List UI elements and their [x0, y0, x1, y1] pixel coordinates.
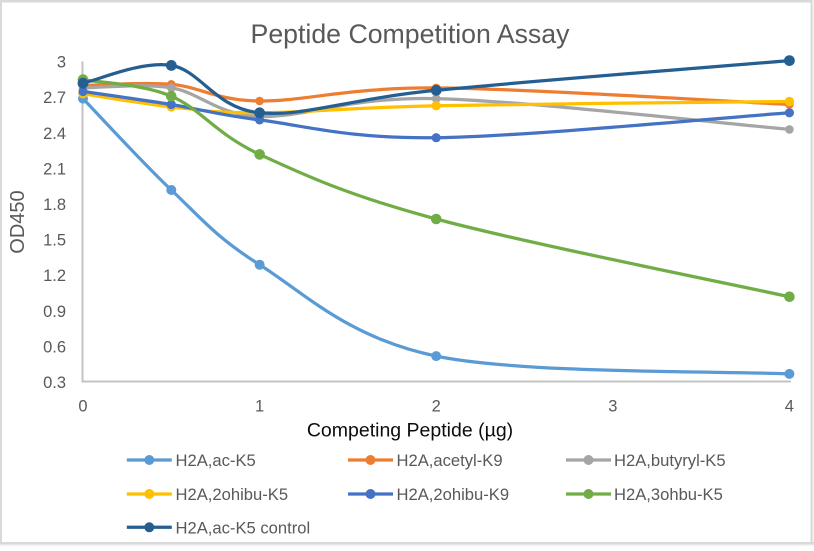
svg-text:H2A,ac-K5: H2A,ac-K5 — [176, 451, 256, 470]
svg-text:H2A,ac-K5 control: H2A,ac-K5 control — [176, 518, 311, 537]
svg-text:2.1: 2.1 — [43, 160, 66, 178]
svg-text:H2A,3ohbu-K5: H2A,3ohbu-K5 — [614, 485, 723, 504]
svg-text:2: 2 — [432, 398, 441, 416]
svg-text:3: 3 — [608, 398, 617, 416]
svg-text:4: 4 — [785, 398, 794, 416]
svg-text:H2A,butyryl-K5: H2A,butyryl-K5 — [614, 451, 726, 470]
svg-text:1.8: 1.8 — [43, 196, 66, 214]
svg-text:0.3: 0.3 — [43, 374, 66, 392]
svg-text:2.7: 2.7 — [43, 89, 66, 107]
svg-text:3: 3 — [57, 54, 66, 72]
svg-text:Peptide Competition Assay: Peptide Competition Assay — [251, 19, 571, 49]
svg-text:H2A,2ohibu-K5: H2A,2ohibu-K5 — [176, 485, 289, 504]
svg-text:Competing Peptide (µg): Competing Peptide (µg) — [307, 420, 513, 442]
svg-text:0.6: 0.6 — [43, 338, 66, 356]
svg-text:0: 0 — [78, 398, 87, 416]
svg-text:1.5: 1.5 — [43, 232, 66, 250]
svg-text:OD450: OD450 — [7, 190, 29, 253]
svg-text:H2A,acetyl-K9: H2A,acetyl-K9 — [397, 451, 503, 470]
svg-text:H2A,2ohibu-K9: H2A,2ohibu-K9 — [397, 485, 510, 504]
svg-text:0.9: 0.9 — [43, 303, 66, 321]
svg-text:2.4: 2.4 — [43, 125, 66, 143]
svg-text:1.2: 1.2 — [43, 267, 66, 285]
svg-text:1: 1 — [255, 398, 264, 416]
